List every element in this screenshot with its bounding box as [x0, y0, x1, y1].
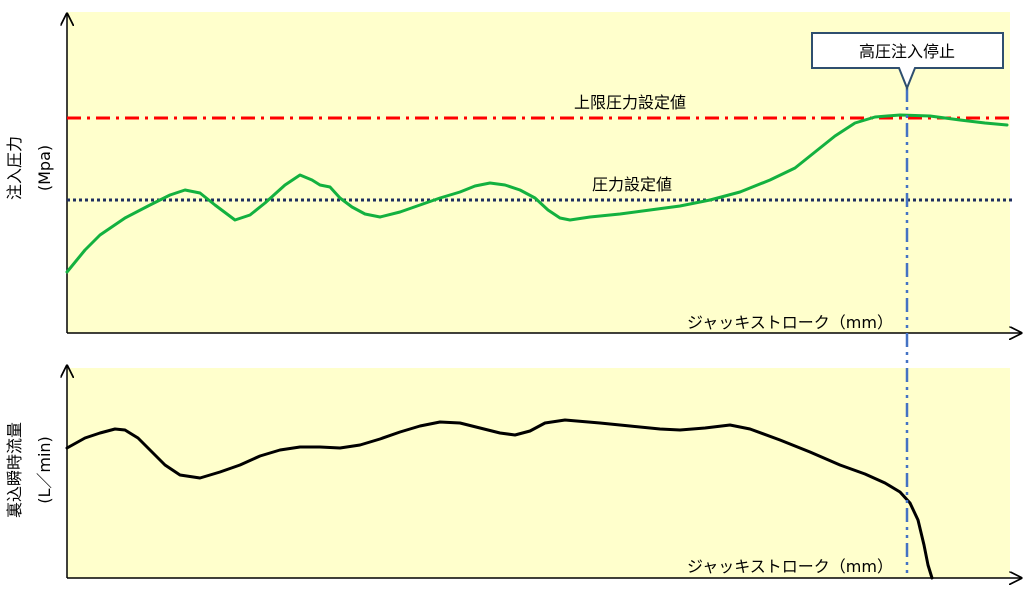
setpoint-label: 圧力設定値 — [592, 175, 672, 194]
flow-curve — [65, 418, 934, 580]
callout-text: 高圧注入停止 — [859, 42, 955, 61]
x-axis-label: ジャッキストローク（mm） — [687, 313, 893, 332]
y-axis-label: 注入圧力 — [5, 136, 24, 200]
pressure-curve — [65, 113, 1009, 274]
y-axis-unit: (L／min) — [35, 436, 54, 504]
x-axis-label: ジャッキストローク（mm） — [687, 557, 893, 576]
callout-box — [811, 32, 1004, 91]
upper-limit-label: 上限圧力設定値 — [574, 93, 686, 112]
y-axis-unit: (Mpa) — [35, 145, 54, 191]
y-axis-label: 裏込瞬時流量 — [5, 422, 24, 518]
panel-bg — [67, 368, 1010, 578]
